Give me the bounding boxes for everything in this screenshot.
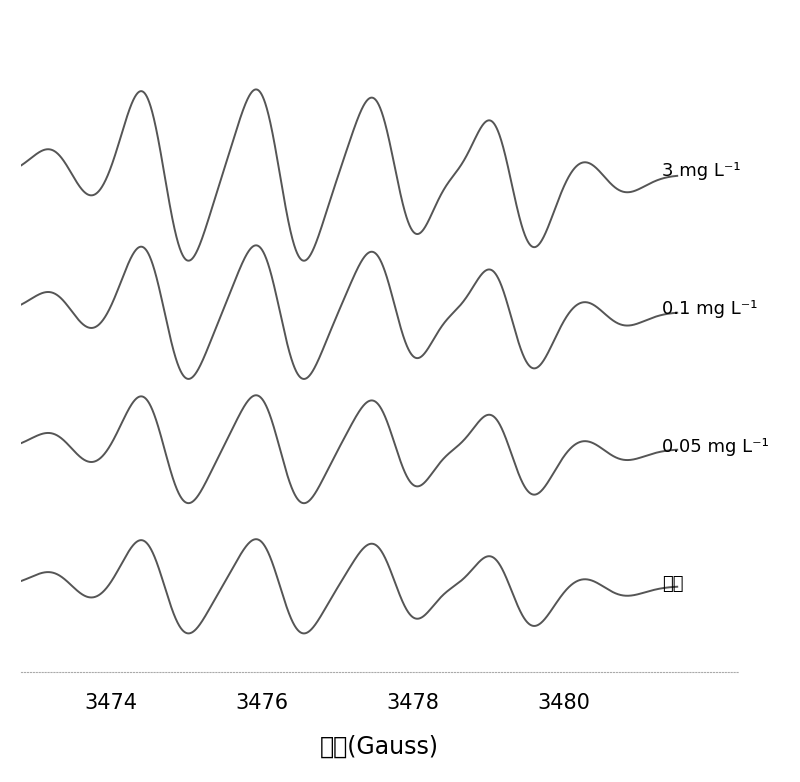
X-axis label: 高斯(Gauss): 高斯(Gauss) <box>320 734 438 759</box>
Text: 0.1 mg L⁻¹: 0.1 mg L⁻¹ <box>662 300 758 317</box>
Text: 对照: 对照 <box>662 575 684 593</box>
Text: 3 mg L⁻¹: 3 mg L⁻¹ <box>662 162 741 180</box>
Text: 0.05 mg L⁻¹: 0.05 mg L⁻¹ <box>662 437 769 455</box>
